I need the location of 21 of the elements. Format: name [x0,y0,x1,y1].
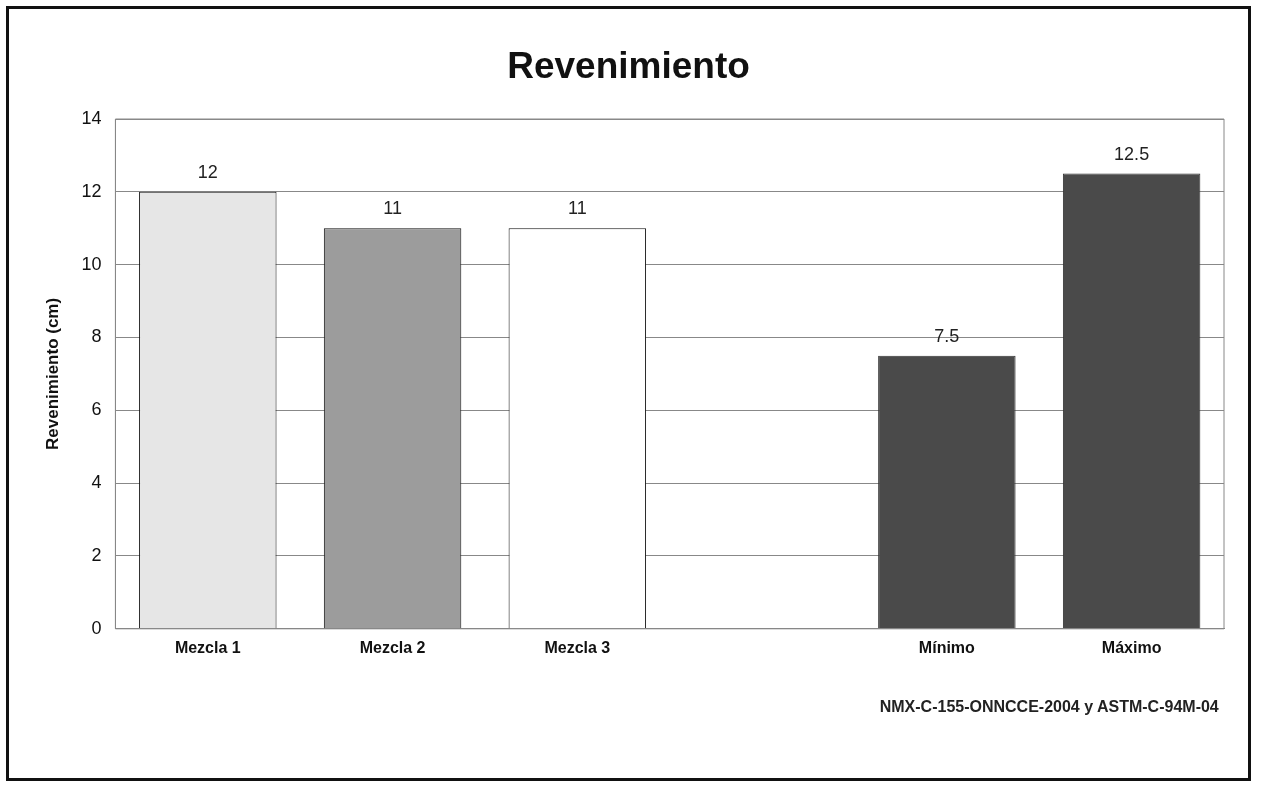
y-tick-label: 4 [91,472,102,493]
x-tick-label: Mezcla 1 [174,638,241,656]
x-tick-label: Máximo [1101,638,1162,656]
y-tick-label: 10 [81,253,102,274]
y-tick-label: 2 [91,544,102,565]
x-tick-label: Mínimo [918,638,976,656]
y-tick-label: 14 [81,107,102,128]
x-tick-label: Mezcla 3 [544,638,611,656]
y-tick-label: 0 [91,617,102,638]
y-tick-label: 8 [91,326,102,347]
y-axis-title: Revenimiento (cm) [42,297,62,450]
data-label: 7.5 [934,325,960,346]
text: NMX-C-155-ONNCCE-2004 y ASTM-C-94M-04 [879,698,1219,716]
data-label: 11 [383,198,402,219]
data-label: 12 [197,161,218,182]
x-tick-label: Mezcla 2 [359,638,426,656]
data-label: 12.5 [1114,143,1150,164]
y-tick-label: 12 [81,180,102,201]
chart-title: Revenimiento [506,45,751,87]
y-tick-label: 6 [91,399,102,420]
data-label: 11 [567,198,587,219]
